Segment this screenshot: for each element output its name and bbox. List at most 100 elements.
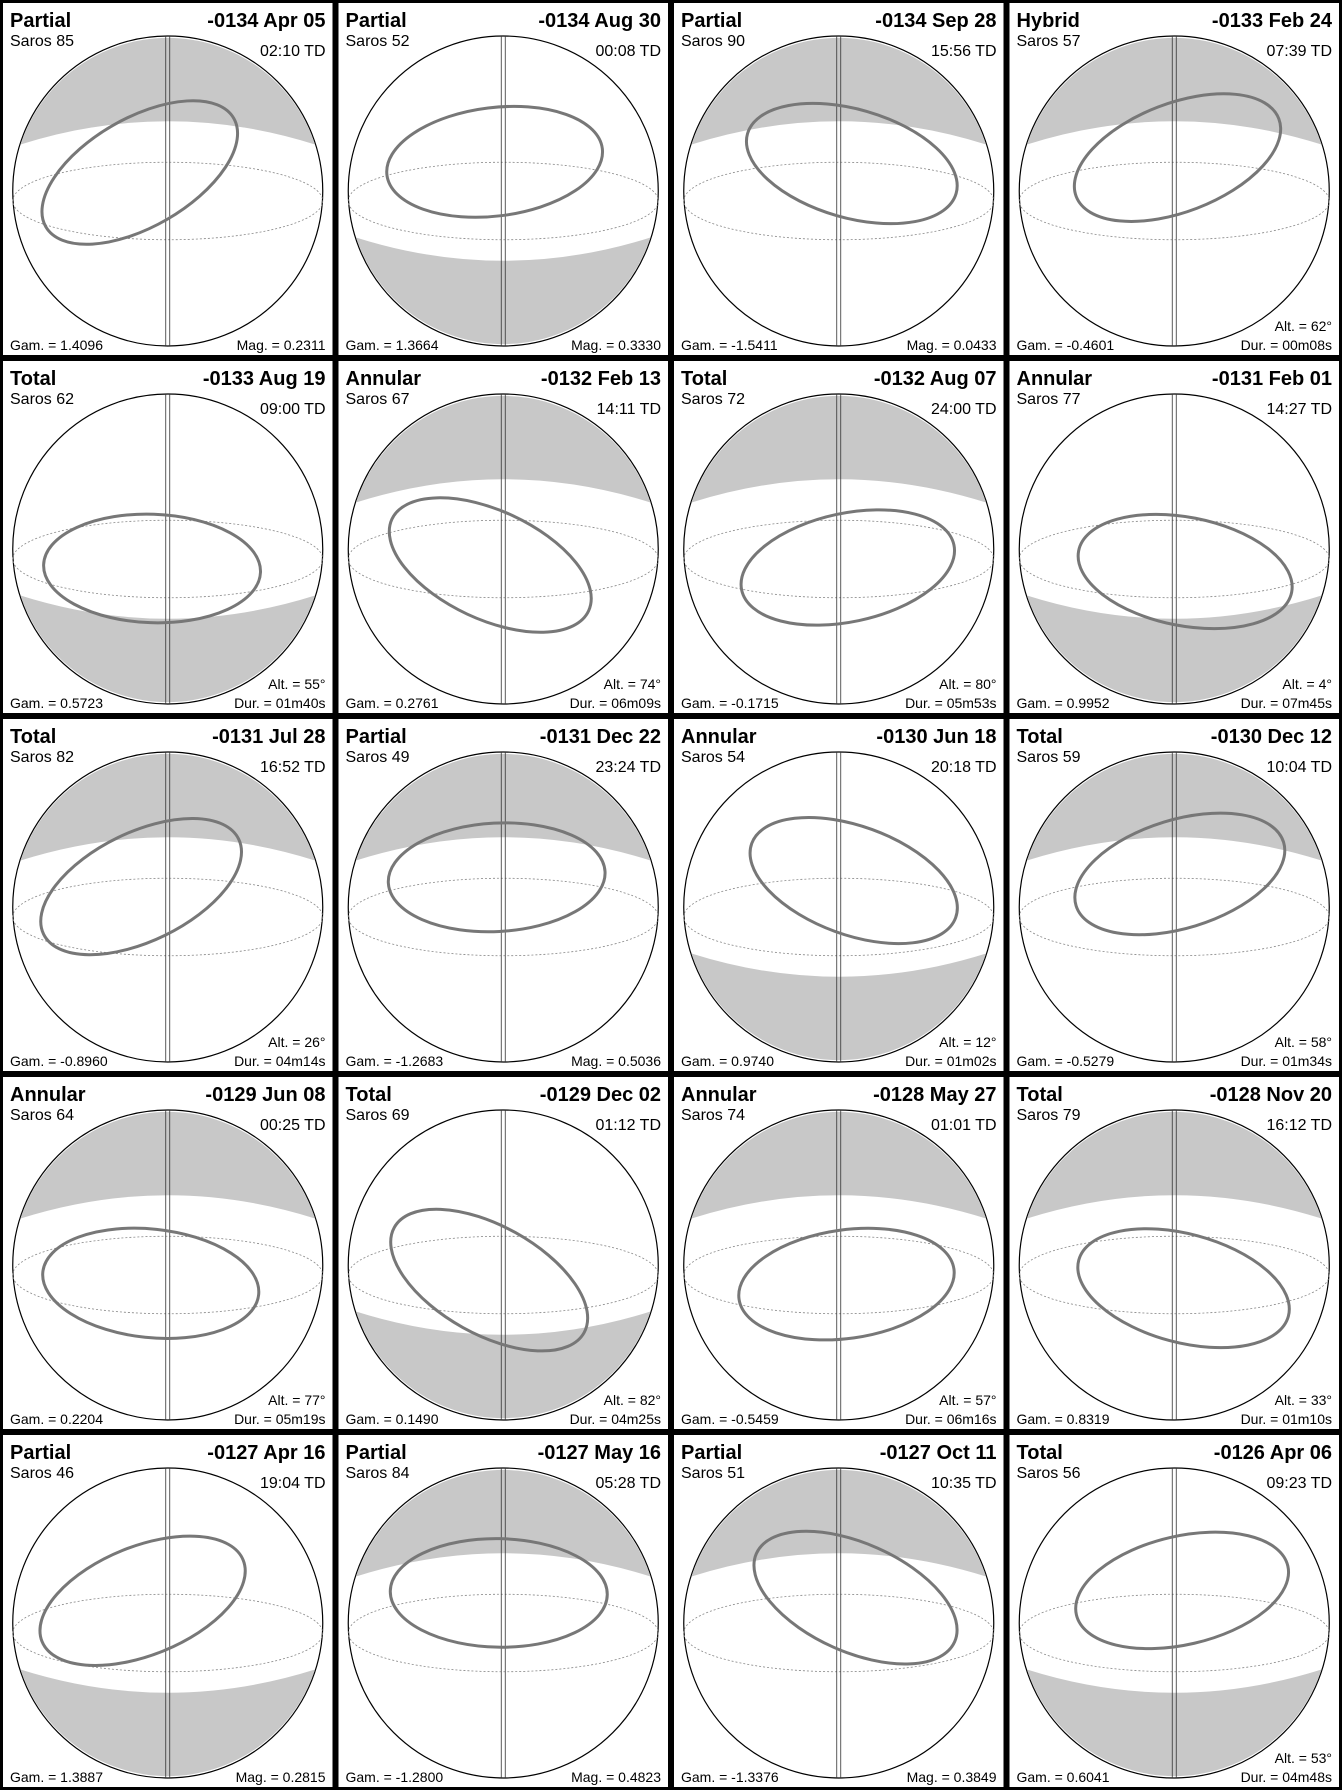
- equator: [1018, 1593, 1330, 1673]
- panel-border: [1006, 1432, 1342, 1790]
- saros: Saros 67: [346, 391, 410, 408]
- panel: Partial -0127 Oct 11 Saros 51 10:35 TD Gam. …: [671, 1432, 1007, 1790]
- measure: Mag. = 0.0433: [907, 337, 997, 353]
- eclipse-date: -0127 May 16: [538, 1442, 661, 1464]
- eclipse-path: [1074, 1530, 1291, 1651]
- altitude: Alt. = 80°: [939, 676, 996, 692]
- measure: Dur. = 05m19s: [234, 1411, 325, 1427]
- eclipse-path: [1072, 92, 1283, 223]
- eclipse-type: Partial: [346, 1442, 407, 1464]
- eclipse-path: [38, 1534, 247, 1667]
- measure: Dur. = 04m48s: [1241, 1769, 1332, 1785]
- eclipse-date: -0128 May 27: [873, 1084, 996, 1106]
- eclipse-date: -0132 Feb 13: [541, 368, 661, 390]
- panel: Partial -0134 Sep 28 Saros 90 15:56 TD Gam. …: [671, 0, 1007, 358]
- measure: Dur. = 06m16s: [905, 1411, 996, 1427]
- time: 09:00 TD: [260, 401, 326, 418]
- panel-border: [335, 0, 671, 358]
- night-shade: [691, 37, 986, 145]
- altitude: Alt. = 26°: [268, 1034, 325, 1050]
- eclipse-type: Hybrid: [1017, 10, 1080, 32]
- night-shade: [20, 1669, 315, 1777]
- eclipse-type: Annular: [346, 368, 422, 390]
- panel: Hybrid -0133 Feb 24 Saros 57 07:39 TD Alt. =…: [1006, 0, 1342, 358]
- panel: Total -0126 Apr 06 Saros 56 09:23 TD Alt. = …: [1006, 1432, 1342, 1790]
- equator: [347, 1593, 659, 1673]
- night-shade: [1027, 595, 1322, 703]
- saros: Saros 59: [1017, 749, 1081, 766]
- measure: Mag. = 0.2311: [237, 337, 326, 353]
- saros: Saros 57: [1017, 33, 1081, 50]
- eclipse-path: [40, 99, 240, 246]
- time: 10:35 TD: [931, 1475, 997, 1492]
- eclipse-date: -0126 Apr 06: [1214, 1442, 1332, 1464]
- eclipse-date: -0128 Nov 20: [1210, 1084, 1332, 1106]
- panel: Annular -0128 May 27 Saros 74 01:01 TD Alt. …: [671, 1074, 1007, 1432]
- gamma: Gam. = 0.8319: [1017, 1411, 1110, 1427]
- panel: Partial -0127 May 16 Saros 84 05:28 TD Gam. …: [335, 1432, 671, 1790]
- saros: Saros 56: [1017, 1465, 1081, 1482]
- panel-border: [335, 1432, 671, 1790]
- saros: Saros 82: [10, 749, 74, 766]
- night-shade: [691, 1111, 986, 1219]
- panel: Partial -0134 Aug 30 Saros 52 00:08 TD Gam. …: [335, 0, 671, 358]
- night-shade: [356, 237, 651, 345]
- eclipse-path: [386, 821, 607, 934]
- night-shade: [356, 1311, 651, 1419]
- panel-border: [0, 358, 336, 716]
- eclipse-date: -0134 Aug 30: [538, 10, 661, 32]
- measure: Mag. = 0.3849: [907, 1769, 997, 1785]
- panel-border: [671, 716, 1007, 1074]
- night-shade: [1027, 1111, 1322, 1219]
- panel: Total -0133 Aug 19 Saros 62 09:00 TD Alt. = …: [0, 358, 336, 716]
- night-shade: [691, 395, 986, 503]
- eclipse-type: Total: [1017, 726, 1063, 748]
- panel: Annular -0131 Feb 01 Saros 77 14:27 TD Alt. …: [1006, 358, 1342, 716]
- gamma: Gam. = -0.1715: [681, 695, 779, 711]
- time: 14:27 TD: [1266, 401, 1332, 418]
- night-shade: [1027, 37, 1322, 145]
- time: 02:10 TD: [260, 43, 326, 60]
- altitude: Alt. = 62°: [1275, 318, 1332, 334]
- eclipse-date: -0131 Jul 28: [212, 726, 325, 748]
- gamma: Gam. = -0.5459: [681, 1411, 779, 1427]
- equator: [12, 1235, 324, 1315]
- eclipse-type: Partial: [10, 1442, 71, 1464]
- measure: Dur. = 01m02s: [905, 1053, 996, 1069]
- eclipse-path: [387, 496, 593, 634]
- eclipse-date: -0130 Dec 12: [1211, 726, 1332, 748]
- eclipse-type: Partial: [681, 10, 742, 32]
- saros: Saros 79: [1017, 1107, 1081, 1124]
- time: 00:08 TD: [595, 43, 661, 60]
- equator: [1018, 1235, 1330, 1315]
- gamma: Gam. = -0.8960: [10, 1053, 108, 1069]
- eclipse-path: [39, 816, 243, 957]
- eclipse-path: [388, 1537, 609, 1649]
- panel-border: [1006, 0, 1342, 358]
- time: 24:00 TD: [931, 401, 997, 418]
- panel-border: [1006, 716, 1342, 1074]
- time: 01:01 TD: [931, 1117, 997, 1134]
- eclipse-date: -0131 Dec 22: [540, 726, 661, 748]
- altitude: Alt. = 57°: [939, 1392, 996, 1408]
- measure: Dur. = 04m14s: [234, 1053, 325, 1069]
- night-shade: [356, 753, 651, 861]
- altitude: Alt. = 74°: [604, 676, 661, 692]
- time: 23:24 TD: [595, 759, 661, 776]
- eclipse-type: Total: [681, 368, 727, 390]
- saros: Saros 77: [1017, 391, 1081, 408]
- panel: Partial -0134 Apr 05 Saros 85 02:10 TD Gam. …: [0, 0, 336, 358]
- eclipse-type: Total: [10, 368, 56, 390]
- panel-border: [671, 358, 1007, 716]
- night-shade: [1027, 1669, 1322, 1777]
- eclipse-path: [42, 512, 263, 625]
- measure: Dur. = 06m09s: [570, 695, 661, 711]
- eclipse-path: [748, 815, 959, 946]
- panel-border: [335, 1074, 671, 1432]
- altitude: Alt. = 33°: [1275, 1392, 1332, 1408]
- equator: [683, 519, 995, 599]
- equator: [683, 1593, 995, 1673]
- equator: [12, 161, 324, 241]
- panel-border: [335, 358, 671, 716]
